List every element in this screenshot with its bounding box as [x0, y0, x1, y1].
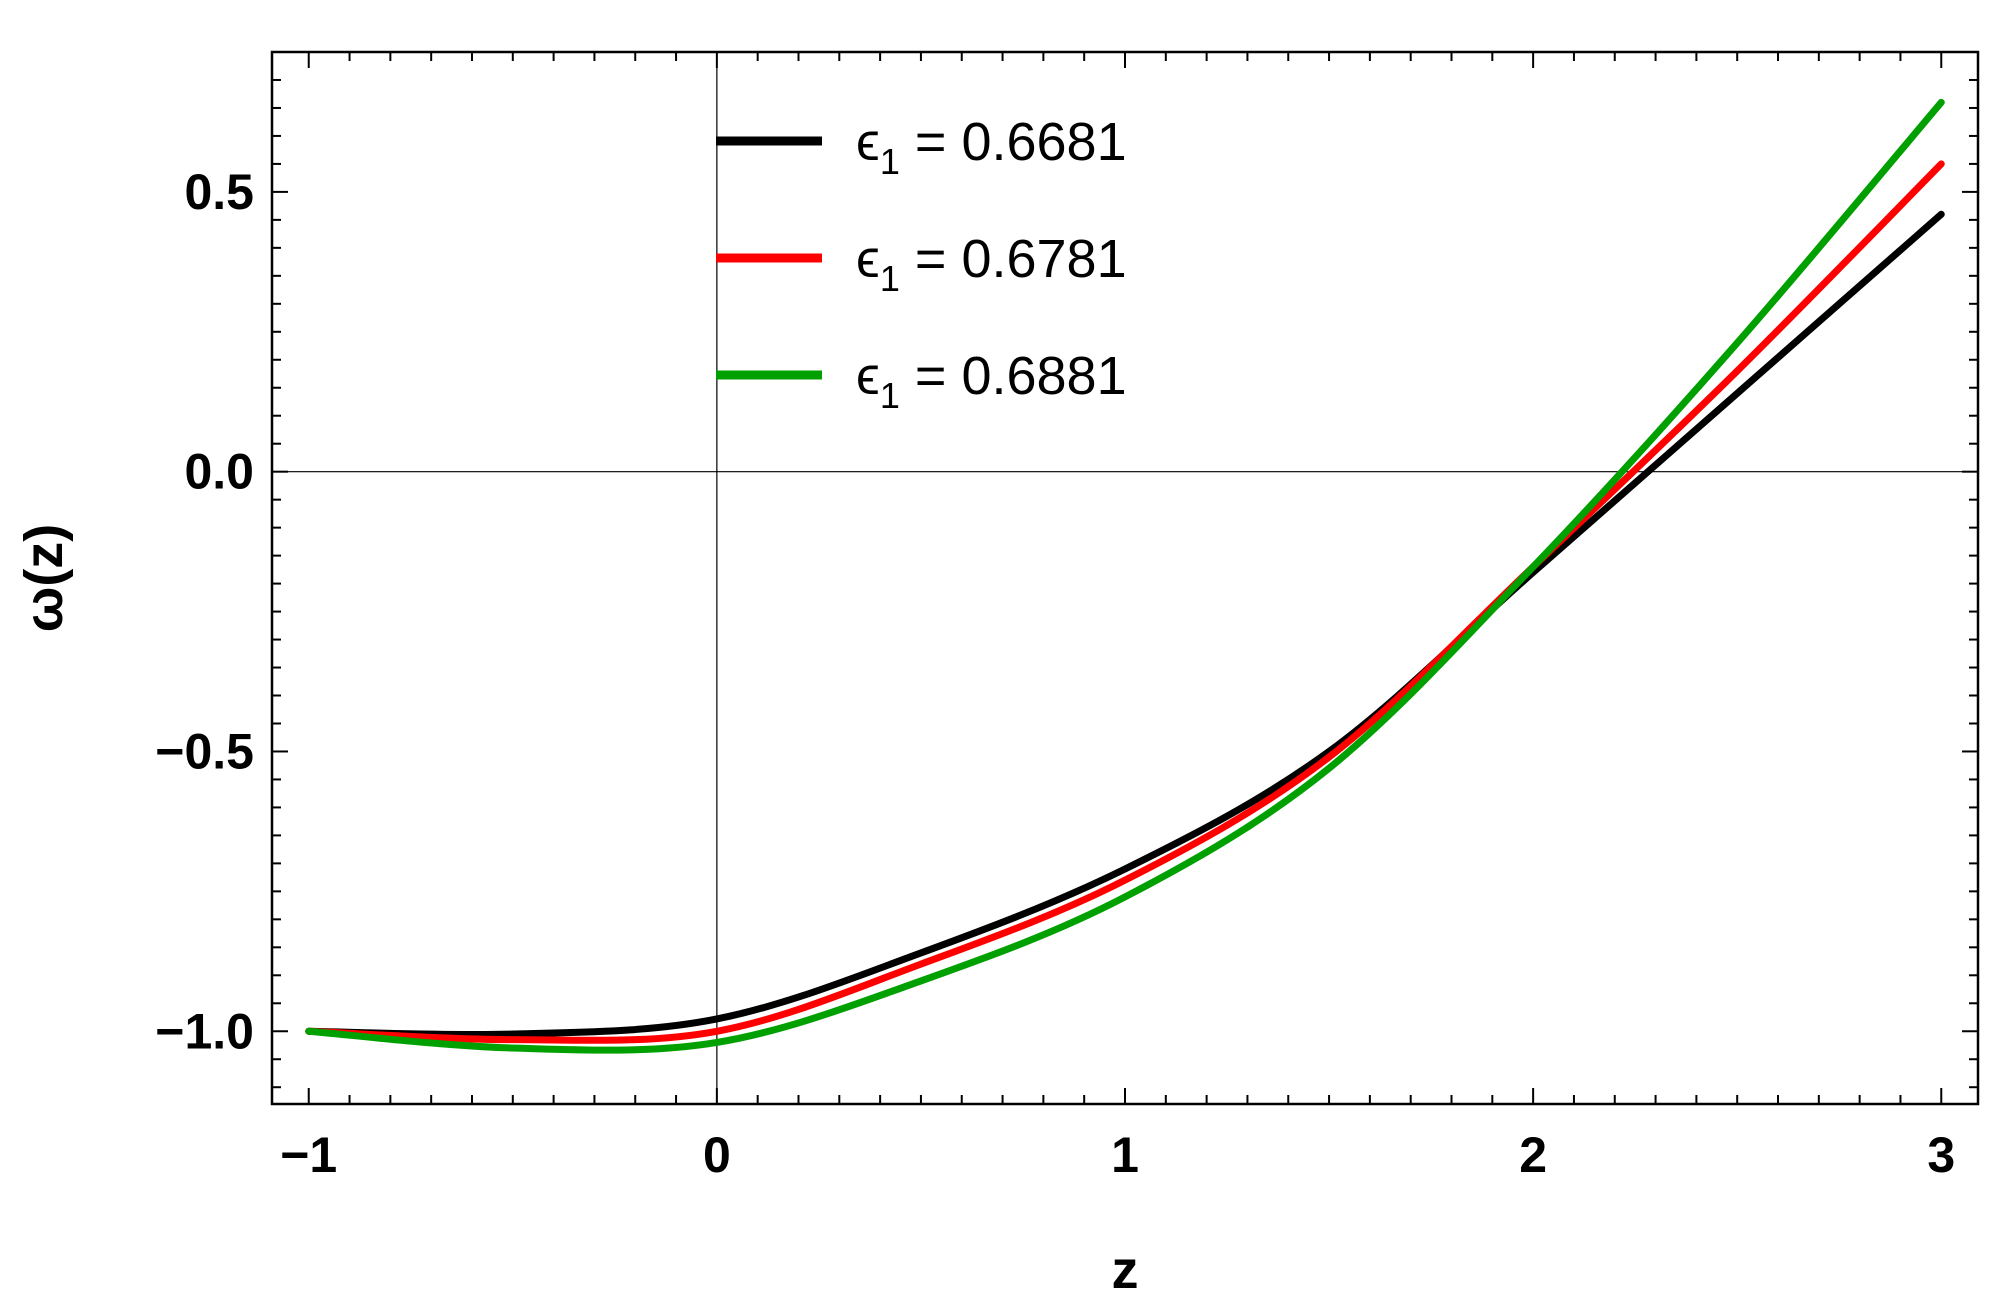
frame-ticks — [272, 52, 1978, 1104]
x-tick-label: 1 — [1111, 1127, 1139, 1183]
y-tick-labels: −1.0 −0.5 0.0 0.5 — [155, 164, 254, 1059]
y-tick-label: −0.5 — [155, 723, 254, 779]
y-tick-label: 0.0 — [184, 444, 254, 500]
y-axis-title: ω(z) — [14, 524, 74, 633]
series-line — [305, 98, 1945, 1054]
y-tick-label: 0.5 — [184, 164, 254, 220]
x-tick-label: 0 — [703, 1127, 731, 1183]
series-line — [305, 160, 1945, 1044]
plot-frame — [270, 50, 1980, 1106]
x-tick-label: 2 — [1519, 1127, 1547, 1183]
x-tick-labels: −1 0 1 2 3 — [280, 1127, 1955, 1183]
series-line — [305, 210, 1945, 1039]
legend: ϵ1 = 0.6681 ϵ1 = 0.6781 ϵ1 = 0.6881 — [716, 112, 1127, 416]
x-tick-label: −1 — [280, 1127, 337, 1183]
series-lines — [305, 98, 1945, 1054]
x-axis-title: z — [1112, 1240, 1139, 1300]
legend-label: ϵ1 = 0.6781 — [856, 229, 1127, 299]
y-tick-label: −1.0 — [155, 1003, 254, 1059]
legend-label: ϵ1 = 0.6681 — [856, 112, 1127, 182]
x-tick-label: 3 — [1927, 1127, 1955, 1183]
legend-label: ϵ1 = 0.6881 — [856, 346, 1127, 416]
